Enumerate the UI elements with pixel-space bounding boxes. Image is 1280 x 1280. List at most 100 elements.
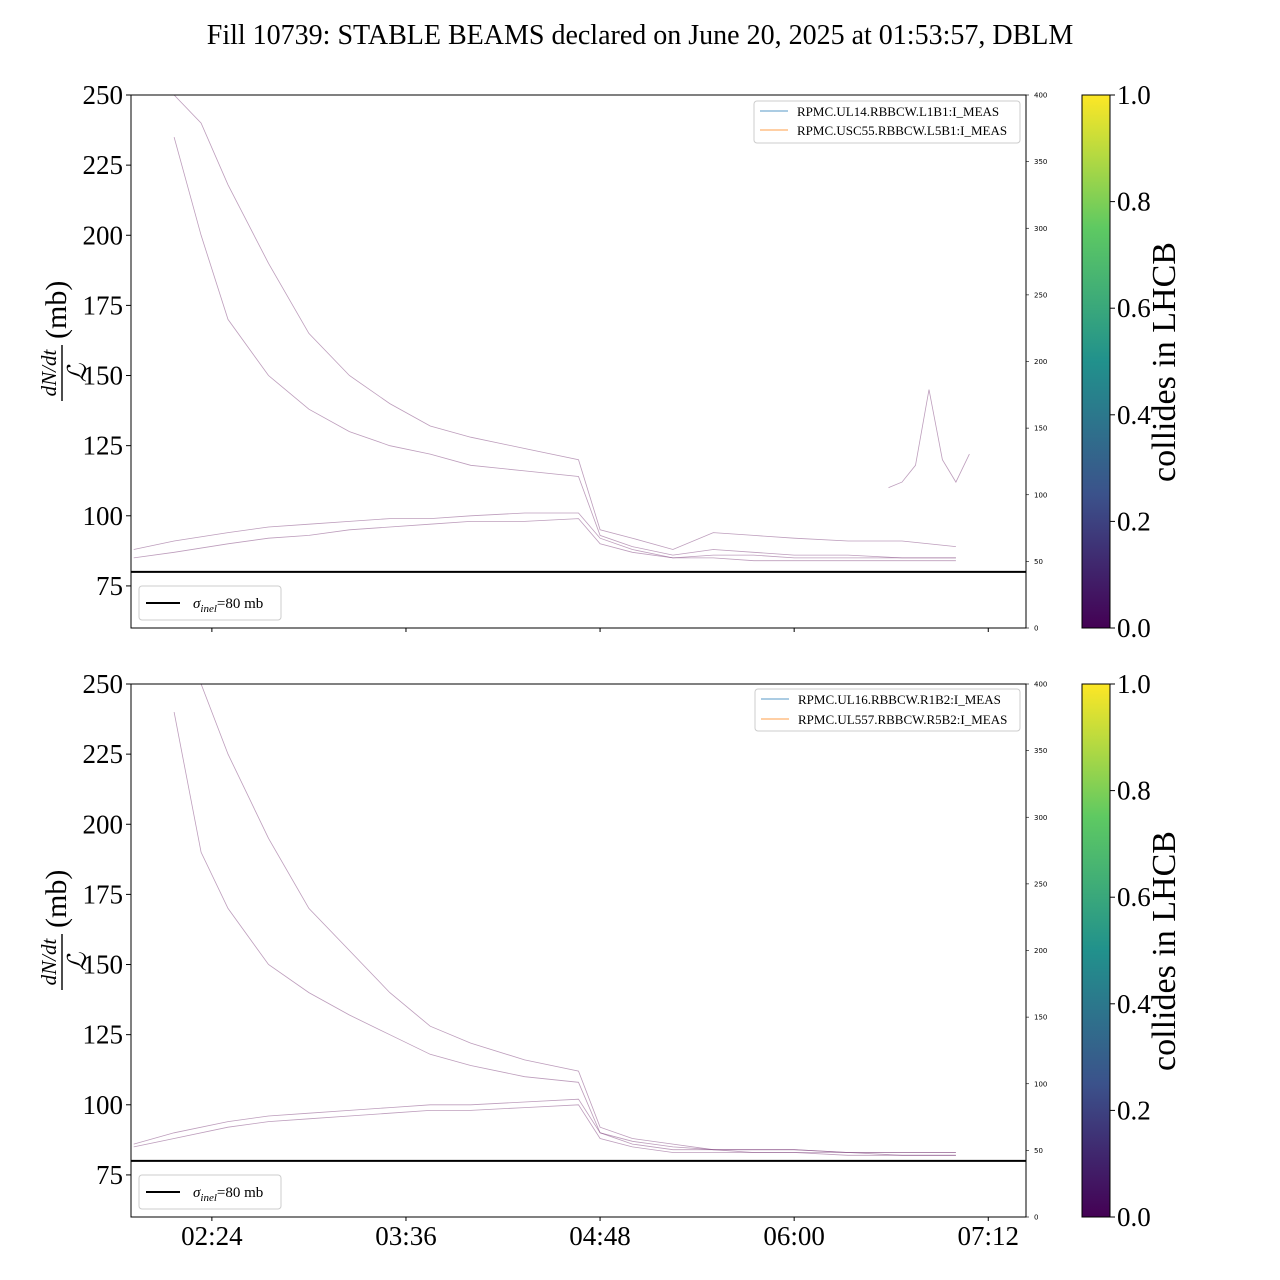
- bottom-legend: RPMC.UL16.RBBCW.R1B2:I_MEAS RPMC.UL557.R…: [754, 688, 1021, 732]
- sigma-subscript: inel: [200, 603, 217, 615]
- y-tick-label: 125: [83, 431, 124, 461]
- colorbar-tick-label: 0.2: [1117, 506, 1151, 536]
- sigma-legend-label: σinel=80 mb: [193, 1185, 263, 1204]
- legend-entry-1: RPMC.UL14.RBBCW.L1B1:I_MEAS: [797, 104, 999, 119]
- series-line-3: [133, 1098, 956, 1153]
- y2-tick-label: 200: [1034, 358, 1047, 366]
- series-line-1: [173, 95, 956, 550]
- colorbar-tick-label: 1.0: [1117, 80, 1151, 110]
- sigma-value: =80 mb: [217, 1185, 263, 1201]
- colorbar-tick-label: 0.8: [1117, 776, 1151, 806]
- y-tick-label: 225: [83, 150, 124, 180]
- sigma-legend-label: σinel=80 mb: [193, 596, 263, 615]
- y2-tick-label: 150: [1034, 1014, 1047, 1022]
- top-colorbar-ticks: 0.0 0.2 0.4 0.6 0.8 1.0: [1110, 80, 1151, 643]
- top-colorbar: 0.0 0.2 0.4 0.6 0.8 1.0 collides in LHCB: [1081, 80, 1183, 643]
- series-line-5: [888, 389, 970, 489]
- top-axes: 75 100 125 150 175 200 225 250 0 50 100 150 200 250 30…: [83, 80, 1048, 633]
- top-colorbar-gradient: [1081, 94, 1111, 629]
- y2-tick-label: 200: [1034, 947, 1047, 955]
- top-legend-box: [753, 100, 1021, 144]
- bottom-sigma-legend: σinel=80 mb: [138, 1174, 282, 1210]
- y-tick-label: 250: [83, 80, 124, 110]
- y-label-denominator: ℒ: [63, 362, 92, 382]
- bottom-panel: dN/dt ℒ (mb) 75 100 125 150 175 200 225 250 0 50 100…: [37, 669, 1183, 1251]
- y-label-group: dN/dt ℒ (mb): [37, 281, 92, 401]
- bottom-y-axis-label: dN/dt ℒ (mb): [37, 870, 92, 990]
- colorbar-tick-label: 0.2: [1117, 1095, 1151, 1125]
- y-tick-label: 250: [83, 669, 124, 699]
- colorbar-tick-label: 0.8: [1117, 187, 1151, 217]
- sigma-symbol: σ: [193, 596, 201, 612]
- bottom-axes: 75 100 125 150 175 200 225 250 0 50 100 150 200 250 30…: [83, 669, 1048, 1251]
- x-tick-label: 06:00: [763, 1221, 825, 1251]
- top-panel: dN/dt ℒ (mb) 75 100 125 150 175 200 225 250 0 50 100…: [37, 80, 1183, 643]
- legend-entry-1: RPMC.UL16.RBBCW.R1B2:I_MEAS: [798, 692, 1001, 707]
- y-tick-label: 125: [83, 1020, 124, 1050]
- bottom-colorbar: 0.0 0.2 0.4 0.6 0.8 1.0 collides in LHCB: [1081, 669, 1183, 1232]
- bottom-colorbar-gradient: [1081, 683, 1111, 1218]
- colorbar-tick-label: 1.0: [1117, 669, 1151, 699]
- series-line-4: [133, 1104, 956, 1156]
- legend-entry-2: RPMC.USC55.RBBCW.L5B1:I_MEAS: [797, 123, 1007, 138]
- y2-tick-label: 50: [1034, 1147, 1043, 1155]
- y-tick-label: 150: [83, 361, 124, 391]
- y-tick-label: 200: [83, 809, 124, 839]
- top-sigma-legend: σinel=80 mb: [138, 585, 282, 621]
- colorbar-tick-label: 0.6: [1117, 882, 1151, 912]
- y-label-unit: (mb): [40, 870, 73, 928]
- y2-tick-label: 350: [1034, 158, 1047, 166]
- series-line-2: [173, 136, 956, 559]
- y2-tick-label: 300: [1034, 814, 1047, 822]
- colorbar-tick-label: 0.6: [1117, 293, 1151, 323]
- series-line-4: [133, 518, 956, 562]
- colorbar-tick-label: 0.0: [1117, 613, 1151, 643]
- figure-title: Fill 10739: STABLE BEAMS declared on Jun…: [207, 20, 1074, 51]
- y2-tick-label: 100: [1034, 491, 1047, 499]
- sigma-symbol: σ: [193, 1185, 201, 1201]
- colorbar-tick-label: 0.0: [1117, 1202, 1151, 1232]
- y2-tick-label: 0: [1034, 1214, 1038, 1222]
- y-label-group: dN/dt ℒ (mb): [37, 870, 92, 990]
- y-tick-label: 75: [96, 571, 123, 601]
- y2-tick-label: 300: [1034, 225, 1047, 233]
- x-tick-label: 07:12: [958, 1221, 1020, 1251]
- y-tick-label: 100: [83, 501, 124, 531]
- series-line-2: [173, 712, 956, 1156]
- bottom-axes-frame: [130, 683, 1027, 1218]
- top-legend: RPMC.UL14.RBBCW.L1B1:I_MEAS RPMC.USC55.R…: [753, 100, 1021, 144]
- top-y-axis-label: dN/dt ℒ (mb): [37, 281, 92, 401]
- top-sigma-legend-box: [138, 585, 282, 621]
- y-tick-label: 150: [83, 950, 124, 980]
- y2-tick-label: 150: [1034, 425, 1047, 433]
- y2-tick-label: 400: [1034, 681, 1047, 689]
- top-plot-area: [131, 95, 1026, 573]
- y2-tick-label: 400: [1034, 92, 1047, 100]
- y-label-numerator: dN/dt: [37, 349, 61, 397]
- sigma-subscript: inel: [200, 1192, 217, 1204]
- y-label-denominator: ℒ: [63, 951, 92, 971]
- y-tick-label: 200: [83, 220, 124, 250]
- top-colorbar-label: collides in LHCB: [1146, 242, 1183, 482]
- legend-entry-2: RPMC.UL557.RBBCW.R5B2:I_MEAS: [798, 712, 1007, 727]
- y-tick-label: 225: [83, 739, 124, 769]
- y2-tick-label: 250: [1034, 291, 1047, 299]
- y-label-unit: (mb): [40, 281, 73, 339]
- top-axes-frame: [130, 94, 1027, 629]
- y2-tick-label: 350: [1034, 747, 1047, 755]
- bottom-colorbar-label: collides in LHCB: [1146, 831, 1183, 1071]
- y2-tick-label: 50: [1034, 558, 1043, 566]
- y-tick-label: 175: [83, 879, 124, 909]
- bottom-legend-box: [754, 688, 1021, 732]
- bottom-plot-area: [131, 684, 1026, 1162]
- y-label-numerator: dN/dt: [37, 938, 61, 986]
- y-tick-label: 75: [96, 1160, 123, 1190]
- bottom-sigma-legend-box: [138, 1174, 282, 1210]
- bottom-colorbar-ticks: 0.0 0.2 0.4 0.6 0.8 1.0: [1110, 669, 1151, 1232]
- y-tick-label: 175: [83, 290, 124, 320]
- colorbar-tick-label: 0.4: [1117, 400, 1151, 430]
- y2-tick-label: 0: [1034, 625, 1038, 633]
- y2-tick-label: 100: [1034, 1080, 1047, 1088]
- series-line-3: [133, 512, 956, 559]
